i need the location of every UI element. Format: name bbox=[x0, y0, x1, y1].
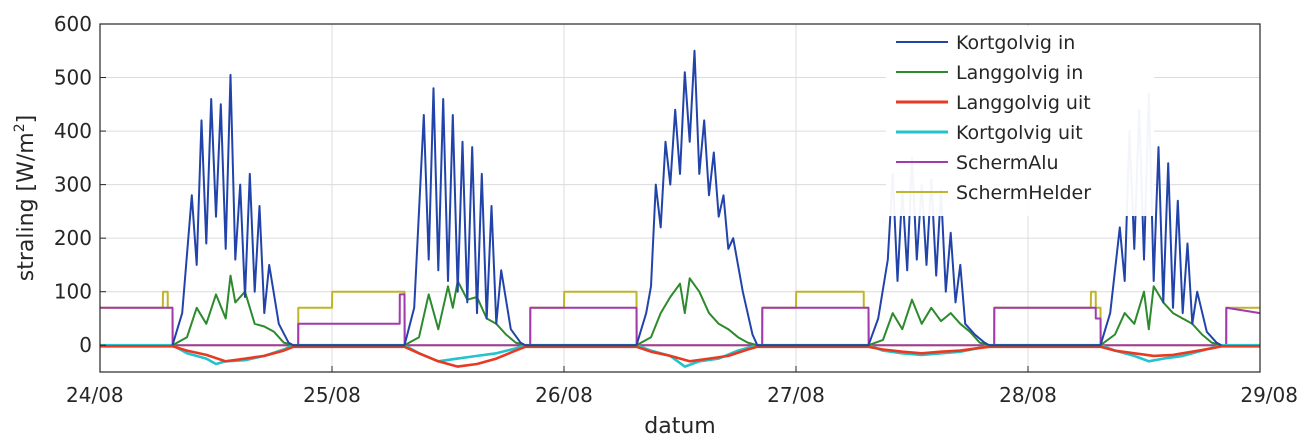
legend-background bbox=[886, 26, 1154, 216]
y-tick-label-5: 500 bbox=[54, 66, 92, 90]
y-tick-label-6: 600 bbox=[54, 12, 92, 36]
x-axis-label: datum bbox=[644, 414, 715, 439]
x-tick-label-2: 26/08 bbox=[535, 383, 593, 407]
x-tick-label-0: 24/08 bbox=[66, 383, 124, 407]
legend-label-4: SchermAlu bbox=[956, 152, 1059, 174]
legend-label-1: Langgolvig in bbox=[956, 62, 1083, 84]
series-layer bbox=[100, 49, 1261, 368]
series-line-langgolvig-uit bbox=[100, 345, 1260, 368]
y-axis-label: straling [W/m2] bbox=[12, 115, 39, 281]
y-tick-label-4: 400 bbox=[54, 119, 92, 143]
y-tick-label-0: 0 bbox=[79, 333, 92, 357]
y-axis-label-main: straling [W/m bbox=[14, 132, 39, 281]
series-line-schermalu bbox=[100, 293, 1261, 347]
series-line-kortgolvig-in bbox=[171, 49, 1222, 347]
y-axis-label-superscript: 2 bbox=[12, 123, 28, 132]
y-tick-label-2: 200 bbox=[54, 226, 92, 250]
x-tick-labels: 24/08 25/08 26/08 27/08 28/08 29/08 bbox=[66, 366, 1298, 407]
legend-label-3: Kortgolvig uit bbox=[956, 122, 1083, 144]
x-tick-label-4: 28/08 bbox=[999, 383, 1057, 407]
x-tick-label-1: 25/08 bbox=[303, 383, 361, 407]
legend-label-2: Langgolvig uit bbox=[956, 92, 1091, 114]
plot-frame bbox=[99, 23, 1261, 373]
legend-label-5: SchermHelder bbox=[956, 182, 1091, 204]
series-line-langgolvig-in bbox=[172, 274, 1222, 347]
legend-label-0: Kortgolvig in bbox=[956, 32, 1075, 54]
y-axis-label-end: ] bbox=[14, 115, 39, 124]
x-tick-label-5: 29/08 bbox=[1240, 383, 1298, 407]
legend: Kortgolvig in Langgolvig in Langgolvig uit… bbox=[886, 26, 1154, 216]
x-tick-label-3: 27/08 bbox=[767, 383, 825, 407]
y-tick-label-3: 300 bbox=[54, 173, 92, 197]
y-tick-label-1: 100 bbox=[54, 280, 92, 304]
y-tick-labels: 0 100 200 300 400 500 600 bbox=[54, 12, 106, 357]
